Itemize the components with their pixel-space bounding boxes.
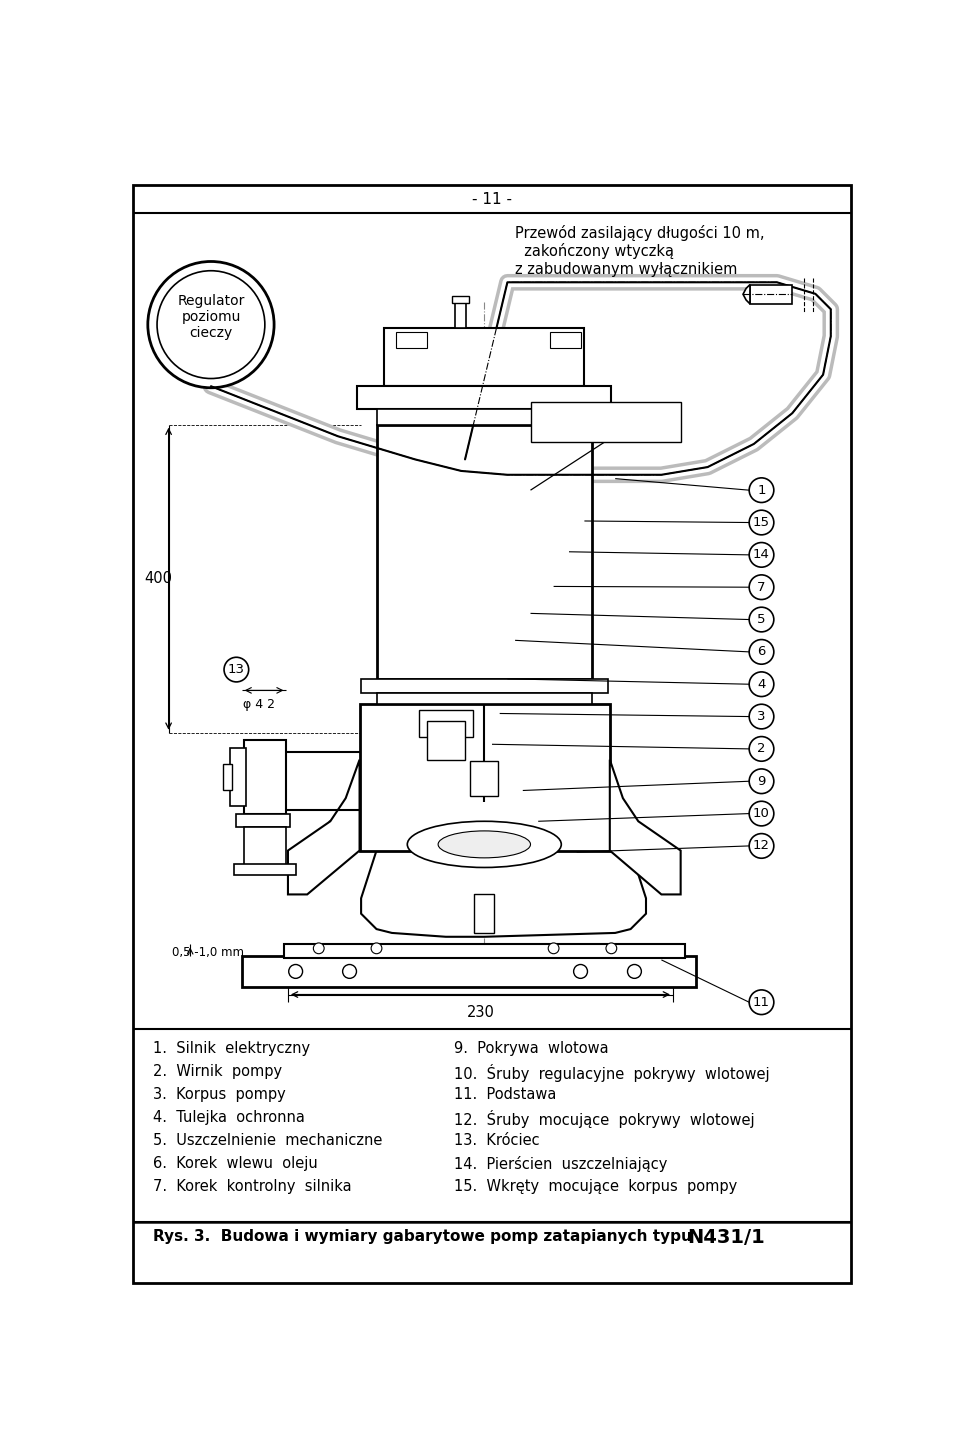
Text: 5: 5	[757, 614, 766, 627]
Text: 13: 13	[228, 663, 245, 676]
Text: 2: 2	[757, 743, 766, 756]
Circle shape	[289, 964, 302, 979]
Bar	[376, 410, 592, 425]
Text: 5.  Uszczelnienie  mechaniczne: 5. Uszczelnienie mechaniczne	[154, 1133, 383, 1149]
Text: 6: 6	[757, 646, 766, 659]
Text: 3: 3	[757, 710, 766, 723]
Bar	[426, 721, 465, 759]
Bar	[550, 333, 581, 348]
Bar	[361, 679, 608, 692]
Text: 9: 9	[757, 775, 766, 788]
Bar	[376, 692, 592, 704]
Text: 10.  Śruby  regulacyjne  pokrywy  wlotowej: 10. Śruby regulacyjne pokrywy wlotowej	[453, 1064, 769, 1082]
Text: - 11 -: - 11 -	[472, 192, 512, 206]
Bar	[396, 333, 426, 348]
Bar	[244, 740, 286, 814]
Text: 15: 15	[753, 516, 770, 529]
Circle shape	[628, 964, 641, 979]
Text: 11.  Podstawa: 11. Podstawa	[453, 1088, 556, 1102]
Circle shape	[548, 944, 559, 954]
Bar	[474, 894, 494, 933]
Circle shape	[343, 964, 356, 979]
Text: 7.  Korek  kontrolny  silnika: 7. Korek kontrolny silnika	[154, 1179, 351, 1194]
Circle shape	[749, 833, 774, 858]
Circle shape	[313, 944, 324, 954]
Text: 9.  Pokrywa  wlotowa: 9. Pokrywa wlotowa	[453, 1041, 608, 1056]
Bar	[376, 425, 592, 679]
Circle shape	[749, 704, 774, 728]
Text: 14.  Pierścien  uszczelniający: 14. Pierścien uszczelniający	[453, 1156, 667, 1172]
Bar	[360, 704, 610, 851]
Text: 400: 400	[145, 571, 173, 586]
Circle shape	[749, 574, 774, 599]
Bar	[223, 763, 231, 791]
Text: 3.  Korpus  pompy: 3. Korpus pompy	[154, 1088, 286, 1102]
Text: Przewód zasilający długości 10 m,
  zakończony wtyczką
z zabudowanym wyłącznikie: Przewód zasilający długości 10 m, zakońc…	[516, 224, 764, 276]
Bar	[236, 814, 290, 827]
Text: Miejsce umieszczenia
numeru silnika: Miejsce umieszczenia numeru silnika	[537, 407, 681, 436]
Circle shape	[749, 990, 774, 1015]
Circle shape	[749, 801, 774, 826]
Polygon shape	[743, 285, 750, 304]
Circle shape	[372, 944, 382, 954]
Bar	[419, 710, 472, 737]
Bar	[750, 285, 792, 304]
Text: 12: 12	[753, 839, 770, 852]
Circle shape	[749, 640, 774, 664]
Circle shape	[224, 657, 249, 682]
Circle shape	[749, 608, 774, 632]
Circle shape	[749, 542, 774, 567]
Bar	[531, 401, 681, 442]
Ellipse shape	[438, 830, 531, 858]
Bar	[455, 301, 466, 329]
Text: 230: 230	[467, 1005, 494, 1019]
Circle shape	[749, 478, 774, 503]
Circle shape	[749, 510, 774, 535]
Polygon shape	[288, 759, 360, 894]
Text: 11: 11	[753, 996, 770, 1009]
Circle shape	[749, 737, 774, 762]
Text: 10: 10	[753, 807, 770, 820]
Bar	[244, 827, 286, 867]
Bar	[284, 945, 684, 958]
Circle shape	[606, 944, 616, 954]
Text: 14: 14	[753, 548, 770, 561]
Text: 6.  Korek  wlewu  oleju: 6. Korek wlewu oleju	[154, 1156, 318, 1172]
Text: 13.  Króciec: 13. Króciec	[453, 1133, 540, 1149]
Bar	[452, 297, 468, 302]
Text: 12.  Śruby  mocujące  pokrywy  wlotowej: 12. Śruby mocujące pokrywy wlotowej	[453, 1109, 755, 1128]
Circle shape	[574, 964, 588, 979]
Text: 4: 4	[757, 678, 766, 691]
Text: 2.  Wirnik  pompy: 2. Wirnik pompy	[154, 1064, 282, 1079]
Text: Regulator
poziomu
cieczy: Regulator poziomu cieczy	[178, 294, 245, 340]
Bar	[242, 957, 696, 987]
Text: φ 4 2: φ 4 2	[243, 698, 276, 711]
Ellipse shape	[407, 822, 562, 868]
Circle shape	[749, 769, 774, 794]
Circle shape	[749, 672, 774, 696]
Text: 15.  Wkręty  mocujące  korpus  pompy: 15. Wkręty mocujące korpus pompy	[453, 1179, 736, 1194]
Circle shape	[157, 270, 265, 378]
Bar	[384, 329, 585, 387]
Text: 1: 1	[757, 484, 766, 497]
Circle shape	[148, 262, 275, 388]
Text: 1.  Silnik  elektryczny: 1. Silnik elektryczny	[154, 1041, 310, 1056]
Bar	[357, 387, 612, 410]
Text: 4.  Tulejka  ochronna: 4. Tulejka ochronna	[154, 1109, 305, 1125]
Polygon shape	[610, 759, 681, 894]
Bar	[234, 864, 296, 875]
Bar	[470, 762, 498, 795]
Text: 0,5 -1,0 mm: 0,5 -1,0 mm	[173, 947, 245, 960]
Text: Rys. 3.  Budowa i wymiary gabarytowe pomp zatapianych typu: Rys. 3. Budowa i wymiary gabarytowe pomp…	[154, 1230, 697, 1245]
Text: 7: 7	[757, 580, 766, 593]
Polygon shape	[330, 792, 646, 936]
Bar	[230, 749, 246, 806]
Text: N431/1: N431/1	[686, 1227, 764, 1248]
